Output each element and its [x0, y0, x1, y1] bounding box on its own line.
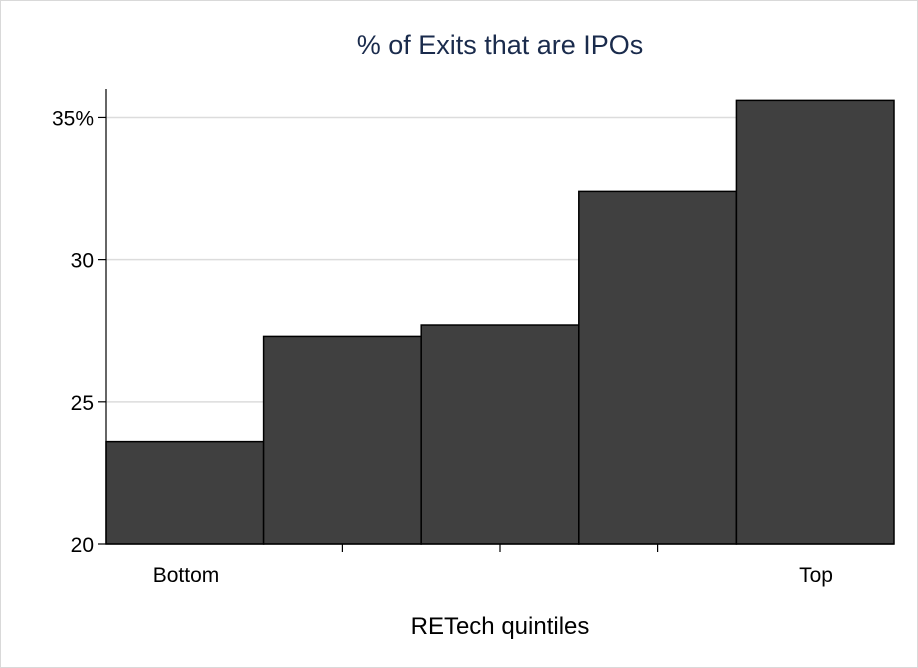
y-tick-label: 25: [71, 392, 94, 415]
x-tick-label: Bottom: [153, 564, 220, 587]
chart-title: % of Exits that are IPOs: [357, 30, 644, 60]
x-tick-label: Top: [799, 564, 833, 587]
y-tick-label: 35%: [52, 107, 94, 130]
bar-3: [420, 324, 580, 545]
x-axis-title: RETech quintiles: [411, 613, 590, 640]
y-ticks: 20 25 30 35%: [52, 107, 106, 557]
y-tick-label: 30: [71, 250, 94, 273]
y-tick-label: 20: [71, 534, 94, 557]
bar-5: [735, 99, 895, 545]
bar-1: [105, 440, 265, 545]
bar-2: [262, 335, 422, 545]
bars: [105, 99, 895, 545]
x-ticks: Bottom Top: [153, 544, 833, 587]
bar-4: [578, 190, 738, 545]
